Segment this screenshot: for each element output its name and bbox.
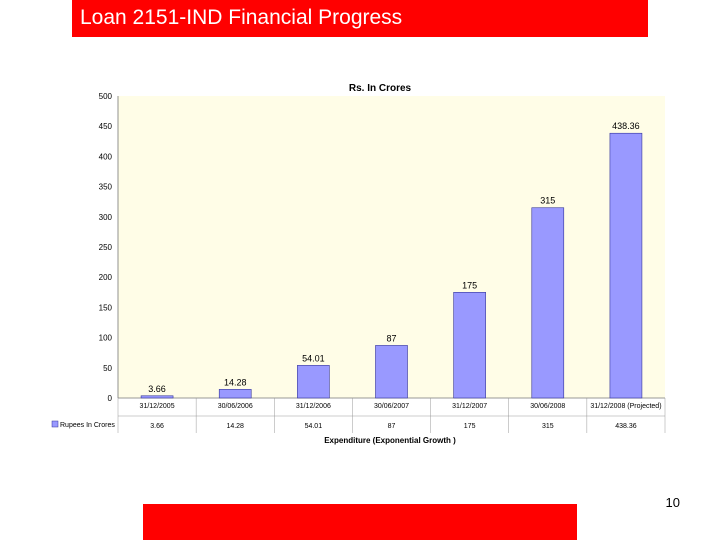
y-tick-label: 50 <box>103 364 112 373</box>
bar <box>531 207 565 399</box>
table-cell: 87 <box>388 423 396 430</box>
y-tick-label: 400 <box>99 152 113 161</box>
data-label: 87 <box>386 333 396 343</box>
bar <box>218 389 252 399</box>
bar <box>375 345 408 399</box>
data-label: 14.28 <box>224 377 247 387</box>
x-tick-label: 31/12/2005 <box>140 403 175 410</box>
y-tick-label: 200 <box>99 273 113 282</box>
bar <box>609 132 643 399</box>
data-label: 54.01 <box>302 353 325 363</box>
table-cell: 315 <box>542 423 554 430</box>
y-tick-label: 250 <box>99 243 113 252</box>
chart-area: Rs. In Crores 0 50 100 150 200 250 300 350 400 450… <box>40 78 680 448</box>
slide-title: Loan 2151-IND Financial Progress <box>80 6 403 29</box>
table-cell: 54.01 <box>305 423 323 430</box>
chart-title: Rs. In Crores <box>349 83 412 94</box>
x-tick-label: 31/12/2007 <box>452 403 487 410</box>
y-tick-label: 150 <box>99 303 113 312</box>
data-label: 175 <box>462 280 477 290</box>
y-tick-label: 300 <box>99 213 113 222</box>
y-tick-label: 0 <box>108 394 113 403</box>
x-tick-label: 31/12/2006 <box>296 403 331 410</box>
x-tick-label: 30/06/2006 <box>218 403 253 410</box>
bar-chart: Rs. In Crores 0 50 100 150 200 250 300 350 400 450… <box>51 83 666 445</box>
y-tick-label: 100 <box>99 334 113 343</box>
legend-label: Rupees In Crores <box>60 422 115 429</box>
table-cell: 175 <box>464 423 476 430</box>
bar <box>140 395 174 399</box>
y-tick-label: 500 <box>99 92 113 101</box>
x-tick-label: 31/12/2008 (Projected) <box>590 403 661 410</box>
y-tick-label: 450 <box>99 122 113 131</box>
data-label: 315 <box>540 196 555 206</box>
data-label: 438.36 <box>612 121 640 131</box>
bar <box>297 365 330 399</box>
legend-swatch <box>51 420 59 428</box>
data-label: 3.66 <box>148 384 166 394</box>
x-axis-title: Expenditure (Exponential Growth ) <box>324 436 456 445</box>
y-tick-label: 350 <box>99 183 113 192</box>
title-bar: Loan 2151-IND Financial Progress <box>72 0 648 37</box>
footer-bar <box>143 504 577 540</box>
table-cell: 14.28 <box>226 423 244 430</box>
table-cell: 438.36 <box>615 423 637 430</box>
page-number: 10 <box>665 495 680 510</box>
bar <box>453 292 486 399</box>
x-tick-label: 30/06/2008 <box>530 403 565 410</box>
table-cell: 3.66 <box>150 423 164 430</box>
x-tick-label: 30/06/2007 <box>374 403 409 410</box>
